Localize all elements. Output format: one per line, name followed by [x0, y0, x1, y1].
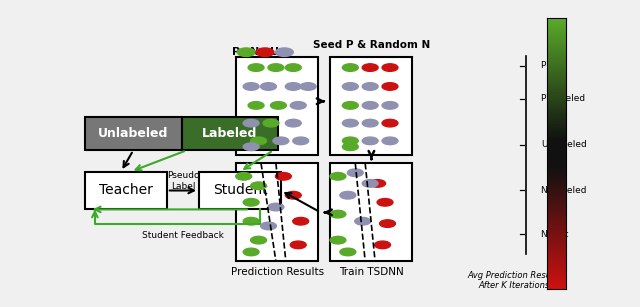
FancyBboxPatch shape	[199, 172, 281, 209]
Circle shape	[382, 102, 398, 109]
FancyBboxPatch shape	[182, 117, 278, 150]
Circle shape	[292, 217, 308, 225]
Text: Seed P & Random N: Seed P & Random N	[313, 40, 430, 50]
Circle shape	[330, 236, 346, 244]
FancyBboxPatch shape	[330, 57, 412, 155]
FancyBboxPatch shape	[330, 163, 412, 261]
Circle shape	[362, 83, 378, 90]
Circle shape	[268, 64, 284, 71]
FancyBboxPatch shape	[236, 57, 318, 155]
Circle shape	[285, 119, 301, 127]
Circle shape	[243, 83, 259, 90]
Text: Labeled: Labeled	[202, 127, 258, 140]
Circle shape	[271, 102, 286, 109]
Circle shape	[291, 102, 306, 109]
Circle shape	[243, 119, 259, 127]
Text: Pseudo
Label: Pseudo Label	[166, 171, 199, 191]
Circle shape	[342, 119, 358, 127]
Circle shape	[362, 64, 378, 71]
Circle shape	[251, 236, 266, 244]
Circle shape	[237, 48, 255, 56]
Text: Prediction Results: Prediction Results	[230, 267, 324, 277]
FancyBboxPatch shape	[85, 172, 167, 209]
Circle shape	[260, 222, 276, 230]
Circle shape	[243, 143, 259, 150]
Circle shape	[370, 180, 385, 187]
Circle shape	[362, 180, 378, 187]
Text: N: N	[250, 47, 260, 57]
Circle shape	[251, 137, 266, 145]
FancyBboxPatch shape	[85, 117, 182, 150]
Circle shape	[285, 64, 301, 71]
Circle shape	[382, 119, 398, 127]
Circle shape	[243, 199, 259, 206]
Circle shape	[291, 241, 306, 249]
Text: Avg Prediction Results
After K Iterations: Avg Prediction Results After K Iteration…	[467, 271, 561, 290]
Text: P Test: P Test	[541, 61, 567, 70]
Circle shape	[248, 102, 264, 109]
Circle shape	[374, 241, 390, 249]
Text: P: P	[232, 47, 240, 57]
Circle shape	[330, 173, 346, 180]
Text: P Labeled: P Labeled	[541, 94, 586, 103]
Text: U: U	[270, 47, 279, 57]
Circle shape	[251, 182, 266, 189]
Circle shape	[330, 210, 346, 218]
Circle shape	[285, 83, 301, 90]
Text: Unlabeled: Unlabeled	[541, 140, 587, 149]
Text: Train TSDNN: Train TSDNN	[339, 267, 404, 277]
Text: Student: Student	[212, 184, 268, 197]
Circle shape	[340, 248, 356, 256]
Circle shape	[263, 119, 279, 127]
Circle shape	[362, 137, 378, 145]
Circle shape	[268, 203, 284, 211]
Circle shape	[243, 248, 259, 256]
Circle shape	[273, 137, 289, 145]
Circle shape	[380, 220, 396, 227]
Circle shape	[382, 137, 398, 145]
Circle shape	[340, 192, 356, 199]
Circle shape	[355, 217, 371, 225]
Circle shape	[342, 137, 358, 145]
Circle shape	[362, 119, 378, 127]
Circle shape	[243, 217, 259, 225]
Circle shape	[342, 64, 358, 71]
Circle shape	[260, 83, 276, 90]
Text: N Test: N Test	[541, 230, 569, 239]
Text: Student Feedback: Student Feedback	[142, 231, 224, 240]
Circle shape	[342, 102, 358, 109]
Circle shape	[342, 143, 358, 150]
Text: Unlabeled: Unlabeled	[98, 127, 168, 140]
Circle shape	[292, 137, 308, 145]
Circle shape	[382, 64, 398, 71]
Circle shape	[348, 169, 364, 177]
Circle shape	[275, 173, 291, 180]
Circle shape	[300, 83, 316, 90]
Circle shape	[377, 199, 393, 206]
Circle shape	[362, 102, 378, 109]
Circle shape	[342, 83, 358, 90]
Text: N Labeled: N Labeled	[541, 186, 587, 195]
Text: Teacher: Teacher	[99, 184, 153, 197]
Circle shape	[382, 83, 398, 90]
Circle shape	[275, 48, 293, 56]
FancyBboxPatch shape	[236, 163, 318, 261]
Circle shape	[256, 48, 274, 56]
Circle shape	[248, 64, 264, 71]
Circle shape	[285, 192, 301, 199]
Circle shape	[236, 173, 252, 180]
